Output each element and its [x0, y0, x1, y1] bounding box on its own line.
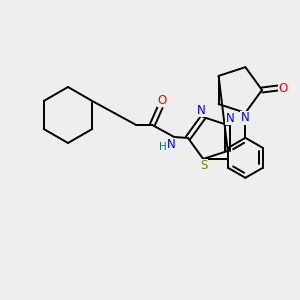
Text: N: N [241, 111, 250, 124]
Text: O: O [278, 82, 288, 94]
Text: S: S [200, 159, 208, 172]
Text: N: N [225, 112, 234, 124]
Text: N: N [167, 139, 176, 152]
Text: N: N [197, 103, 206, 117]
Text: H: H [159, 142, 167, 152]
Text: O: O [158, 94, 167, 106]
